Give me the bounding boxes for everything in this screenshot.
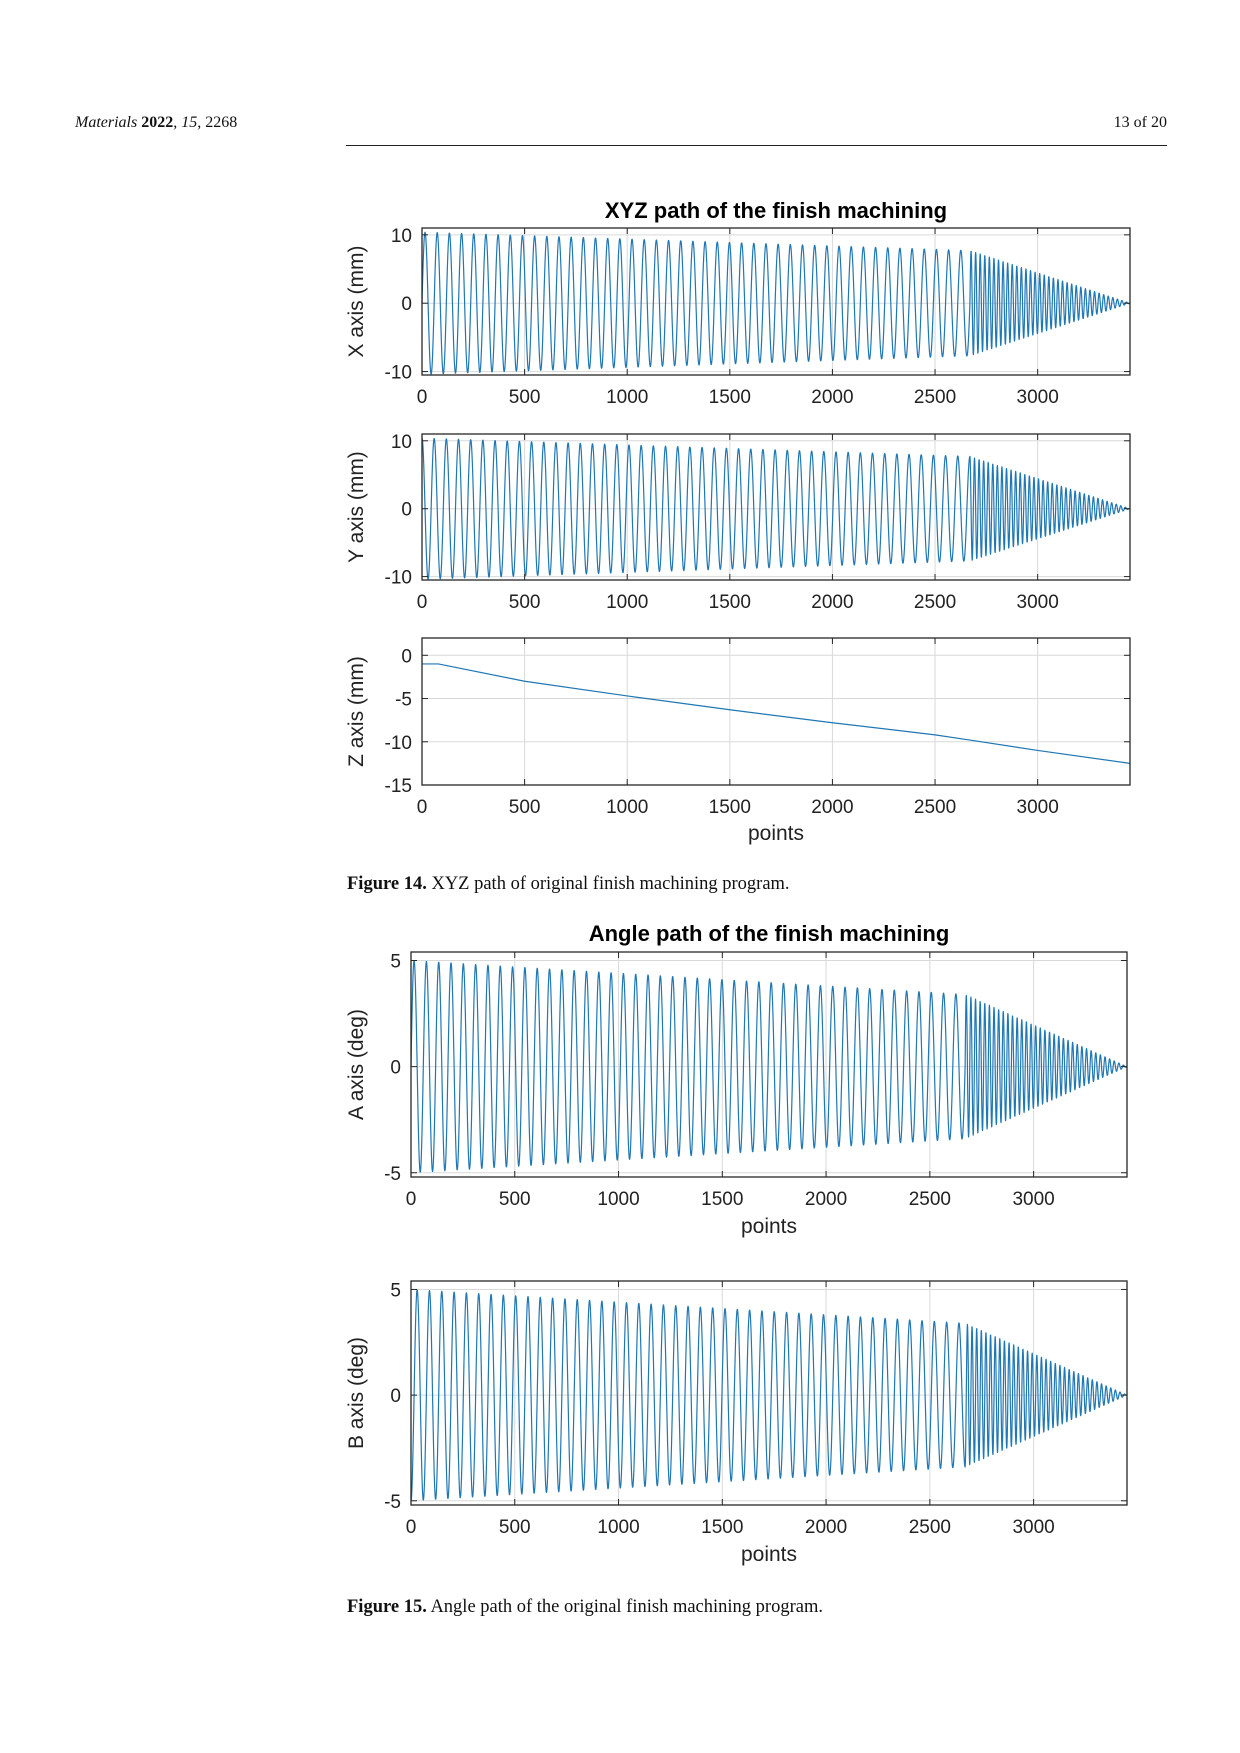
- y-tick-label: 0: [401, 646, 412, 667]
- axes-box: [410, 951, 1128, 1178]
- figure-15-caption-text: Angle path of the original finish machin…: [430, 1597, 823, 1617]
- x-tick-label: 500: [509, 387, 541, 408]
- axes-box: [410, 1280, 1128, 1506]
- journal-volume: 15: [181, 114, 198, 131]
- x-axis-label: points: [741, 1543, 797, 1566]
- x-tick-label: 1500: [701, 1189, 743, 1210]
- x-tick-label: 500: [499, 1517, 531, 1538]
- figure-15-caption: Figure 15. Angle path of the original fi…: [347, 1597, 823, 1618]
- y-tick-label: 0: [401, 500, 412, 521]
- x-tick-label: 1500: [709, 387, 751, 408]
- x-tick-label: 1500: [709, 797, 751, 818]
- x-tick-label: 3000: [1012, 1517, 1054, 1538]
- y-axis-label: X axis (mm): [345, 246, 368, 358]
- plot-area: [411, 952, 1127, 1177]
- x-tick-label: 2500: [909, 1189, 951, 1210]
- y-tick-label: 10: [391, 432, 412, 453]
- series-line-x: [421, 231, 1131, 375]
- plot-area: [422, 638, 1130, 785]
- y-tick-label: 5: [390, 1280, 401, 1301]
- series-line-y: [421, 437, 1131, 580]
- chart-z-axis: 0 500 1000 1500 2000 2500 3000 -15 -10 -5 0 Z axis …: [345, 637, 1131, 845]
- figure-15-label: Figure 15.: [347, 1597, 427, 1617]
- figure-14-label: Figure 14.: [347, 874, 427, 894]
- x-tick-label: 500: [509, 592, 541, 613]
- y-tick-label: 0: [390, 1058, 401, 1079]
- x-tick-label: 1500: [701, 1517, 743, 1538]
- x-tick-label: 3000: [1017, 387, 1059, 408]
- x-tick-label: 0: [406, 1517, 417, 1538]
- y-tick-label: -15: [385, 776, 412, 797]
- series-line-a: [410, 960, 1128, 1173]
- chart-title: Angle path of the finish machining: [589, 921, 950, 946]
- plot-area: [422, 228, 1130, 375]
- x-tick-label: 0: [417, 592, 428, 613]
- x-axis-label: points: [741, 1215, 797, 1238]
- article-number: 2268: [205, 114, 238, 131]
- x-tick-label: 2000: [811, 387, 853, 408]
- x-axis-label: points: [748, 822, 804, 845]
- x-tick-label: 0: [417, 797, 428, 818]
- page-number: 13 of 20: [1113, 114, 1167, 131]
- y-tick-label: -5: [384, 1164, 401, 1185]
- journal-citation: Materials 2022, 15, 2268: [75, 114, 238, 131]
- figure-14-caption: Figure 14. XYZ path of original finish m…: [347, 874, 790, 895]
- journal-name: Materials: [75, 114, 138, 131]
- x-tick-label: 1000: [606, 592, 648, 613]
- figure-14-caption-text: XYZ path of original finish machining pr…: [431, 874, 790, 894]
- axes-box: [421, 227, 1131, 376]
- y-tick-label: -10: [385, 363, 412, 384]
- x-tick-label: 2000: [811, 592, 853, 613]
- y-tick-label: -10: [385, 733, 412, 754]
- y-axis-label: Y axis (mm): [345, 451, 368, 563]
- x-tick-label: 0: [417, 387, 428, 408]
- y-axis-label: B axis (deg): [345, 1337, 368, 1449]
- axes-box: [421, 433, 1131, 581]
- x-tick-label: 1000: [597, 1189, 639, 1210]
- x-tick-label: 1500: [709, 592, 751, 613]
- x-tick-label: 0: [406, 1189, 417, 1210]
- y-tick-label: 0: [401, 294, 412, 315]
- x-tick-label: 2000: [805, 1517, 847, 1538]
- x-tick-label: 500: [509, 797, 541, 818]
- x-tick-label: 2500: [914, 797, 956, 818]
- y-tick-label: -5: [395, 690, 412, 711]
- x-tick-label: 3000: [1017, 592, 1059, 613]
- axes-box: [421, 637, 1131, 786]
- x-tick-label: 2500: [914, 592, 956, 613]
- x-tick-label: 1000: [597, 1517, 639, 1538]
- journal-year: 2022: [141, 114, 174, 131]
- y-tick-label: -10: [385, 568, 412, 589]
- x-tick-label: 2500: [914, 387, 956, 408]
- header-rule: [346, 145, 1167, 146]
- y-tick-label: 0: [390, 1386, 401, 1407]
- x-tick-label: 2500: [909, 1517, 951, 1538]
- series-line-b: [410, 1289, 1128, 1501]
- y-axis-label: A axis (deg): [345, 1009, 368, 1120]
- x-tick-label: 1000: [606, 387, 648, 408]
- x-tick-label: 2000: [805, 1189, 847, 1210]
- x-tick-label: 2000: [811, 797, 853, 818]
- x-tick-label: 500: [499, 1189, 531, 1210]
- y-axis-label: Z axis (mm): [345, 656, 368, 767]
- x-tick-label: 3000: [1012, 1189, 1054, 1210]
- y-tick-label: 10: [391, 226, 412, 247]
- y-tick-label: 5: [390, 951, 401, 972]
- x-tick-label: 3000: [1017, 797, 1059, 818]
- x-tick-label: 1000: [606, 797, 648, 818]
- chart-title: XYZ path of the finish machining: [605, 198, 947, 223]
- y-tick-label: -5: [384, 1492, 401, 1513]
- series-line-z: [422, 663, 1131, 764]
